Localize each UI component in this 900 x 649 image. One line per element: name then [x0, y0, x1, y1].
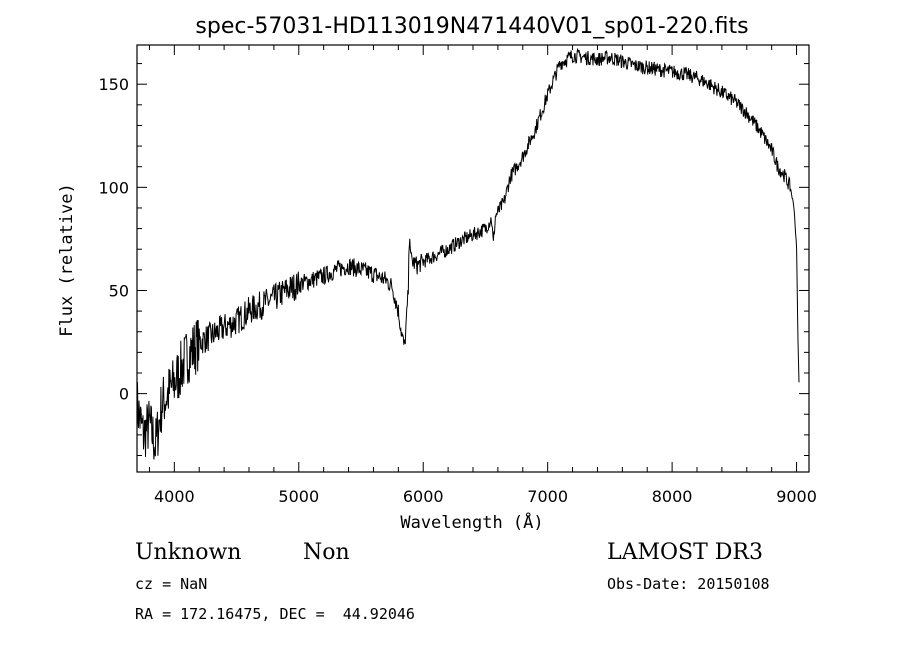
- y-tick-labels: 0 50 100 150: [98, 75, 129, 403]
- x-tick-labels: 4000 5000 6000 7000 8000 9000: [154, 487, 817, 506]
- object-class: Unknown: [135, 540, 241, 565]
- y-axis-label: Flux (relative): [57, 183, 77, 337]
- plot-frame: [136, 44, 810, 473]
- spectrum-line: [136, 47, 800, 460]
- axis-ticks: [137, 45, 809, 472]
- x-axis-label: Wavelength (Å): [400, 511, 543, 533]
- y-tick-label: 0: [119, 385, 129, 404]
- x-tick-label: 7000: [527, 487, 568, 506]
- y-tick-label: 50: [109, 281, 129, 300]
- redshift-text: cz = NaN: [135, 575, 207, 593]
- x-tick-label: 8000: [652, 487, 693, 506]
- y-tick-label: 100: [98, 178, 129, 197]
- object-subclass: Non: [303, 540, 350, 565]
- x-tick-label: 6000: [403, 487, 444, 506]
- x-tick-label: 5000: [278, 487, 319, 506]
- chart-title: spec-57031-HD113019N471440V01_sp01-220.f…: [195, 14, 748, 39]
- survey-name: LAMOST DR3: [607, 540, 763, 565]
- obs-date-text: Obs-Date: 20150108: [607, 575, 770, 593]
- x-tick-label: 9000: [776, 487, 817, 506]
- coordinates-text: RA = 172.16475, DEC = 44.92046: [135, 605, 415, 623]
- x-tick-label: 4000: [154, 487, 195, 506]
- y-tick-label: 150: [98, 75, 129, 94]
